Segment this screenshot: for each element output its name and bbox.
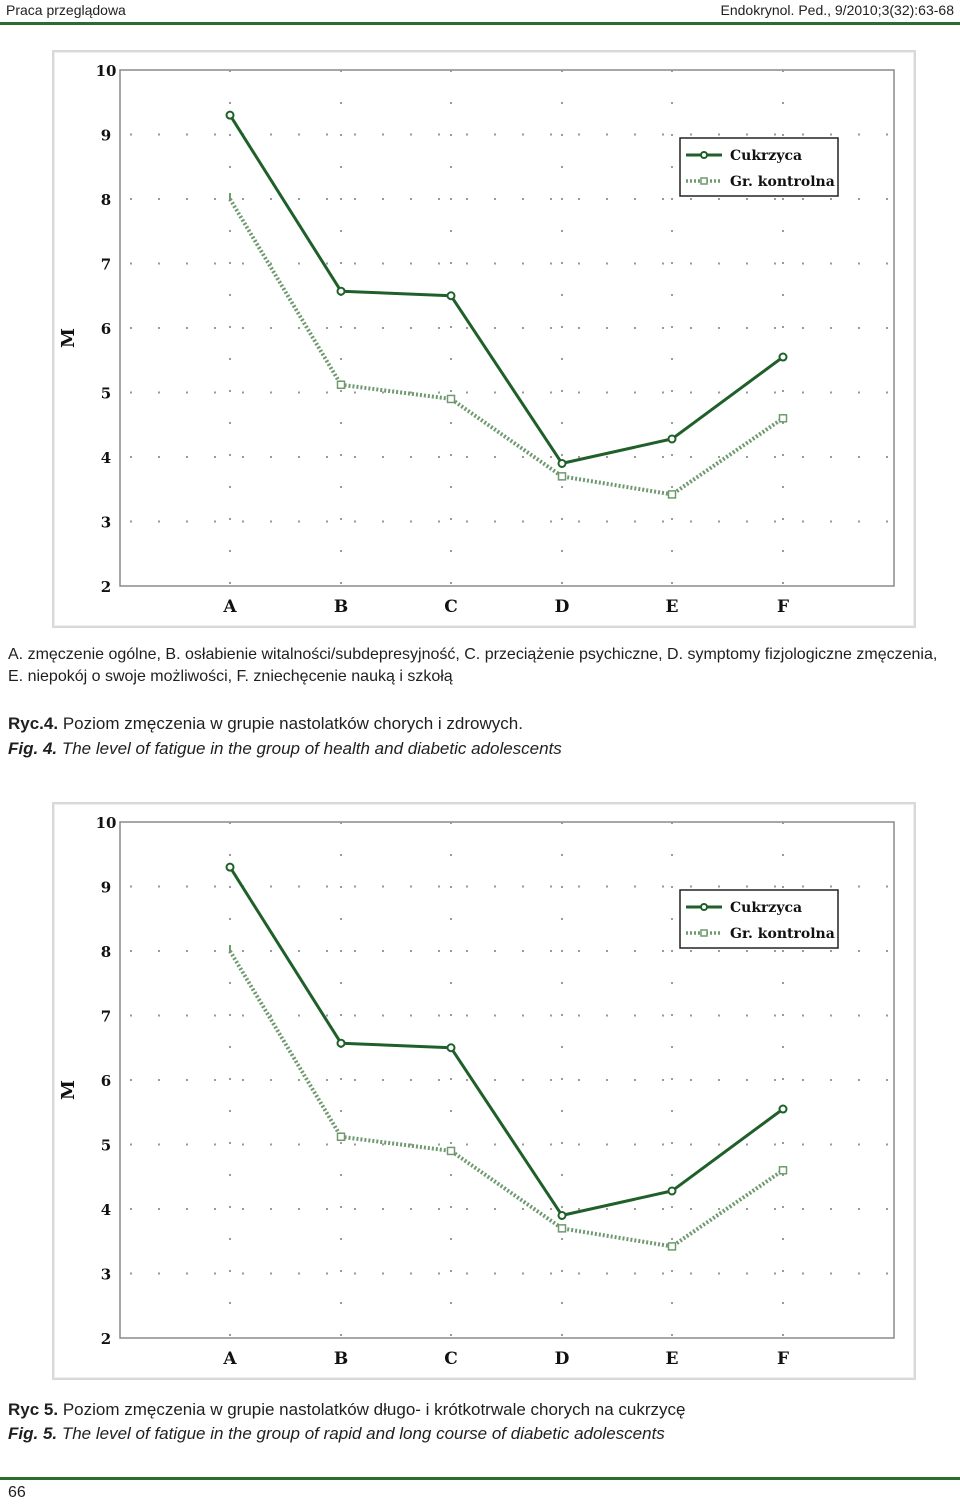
data-point-cukrzyca-D — [557, 1210, 567, 1220]
y-tick-label: 5 — [101, 385, 111, 403]
data-point-kontrolna-F — [778, 414, 788, 423]
legend-box — [679, 889, 839, 949]
y-axis-label: M — [58, 1080, 79, 1100]
legend-label-cukrzyca: Cukrzyca — [730, 148, 802, 164]
y-tick-label: 4 — [101, 1201, 111, 1219]
figure-4-label-en: Fig. 4. — [8, 739, 58, 758]
legend-box — [679, 137, 839, 197]
y-tick-label: 7 — [101, 1008, 111, 1026]
data-point-kontrolna-D — [557, 472, 567, 481]
data-point-cukrzyca-E — [667, 434, 677, 444]
y-tick-label: 9 — [101, 127, 111, 145]
x-tick-label-E: E — [666, 597, 679, 617]
data-point-kontrolna-E — [667, 490, 677, 499]
figure-4-legend-note-line-1: A. zmęczenie ogólne, B. osłabienie wital… — [8, 646, 938, 663]
y-tick-label: 6 — [101, 320, 111, 338]
series-line-kontrolna — [228, 197, 785, 497]
y-tick-label: 4 — [101, 449, 111, 467]
running-head-citation: Endokrynol. Ped., 9/2010;3(32):63-68 — [720, 2, 955, 18]
figure-5-caption-pl: Poziom zmęczenia w grupie nastolatków dł… — [58, 1400, 686, 1419]
y-tick-label: 5 — [101, 1137, 111, 1155]
figure-4-caption-pl: Poziom zmęczenia w grupie nastolatków ch… — [58, 714, 523, 733]
data-point-kontrolna-B — [336, 380, 346, 390]
x-tick-label-F: F — [777, 597, 789, 617]
x-tick-label-C: C — [444, 1349, 458, 1369]
running-head-section: Praca przeglądowa — [6, 2, 126, 18]
data-point-kontrolna-C — [446, 1146, 456, 1156]
chart-legend: Cukrzyca Gr. kontrolna — [679, 889, 839, 949]
y-tick-label: 7 — [101, 256, 111, 274]
data-point-cukrzyca-B — [336, 286, 346, 296]
data-point-cukrzyca-A — [225, 862, 235, 872]
legend-marker-kontrolna — [700, 929, 708, 937]
figure-4-title-en: Fig. 4. The level of fatigue in the grou… — [8, 738, 948, 760]
data-point-cukrzyca-D — [557, 458, 567, 468]
figure-4-label-pl: Ryc.4. — [8, 714, 59, 733]
y-axis-label: M — [58, 328, 79, 348]
page-number: 66 — [8, 1484, 26, 1501]
y-tick-label: 8 — [101, 943, 111, 961]
x-tick-label-F: F — [777, 1349, 789, 1369]
data-point-kontrolna-F — [778, 1166, 788, 1175]
figure-5-title-en: Fig. 5. The level of fatigue in the grou… — [8, 1423, 948, 1445]
y-tick-label: 8 — [101, 191, 111, 209]
data-point-cukrzyca-A — [225, 110, 235, 120]
series-line-cukrzyca — [228, 866, 784, 1217]
data-point-kontrolna-C — [446, 394, 456, 404]
data-point-kontrolna-D — [557, 1224, 567, 1233]
figure-5-chart-svg: 2 3 4 5 6 7 8 9 10 A B C D E F M Cukrzyca Gr. kontrolna — [58, 814, 895, 1369]
figure-5-chart: 2 3 4 5 6 7 8 9 10 A B C D E F M Cukrzyca Gr. kontrolna — [52, 802, 916, 1380]
y-tick-label: 2 — [101, 578, 111, 596]
figure-4-legend-note-line-2: E. niepokój o swoje możliwości, F. zniec… — [8, 668, 453, 685]
data-point-cukrzyca-C — [446, 1043, 456, 1053]
running-head: Praca przeglądowa Endokrynol. Ped., 9/20… — [0, 0, 960, 25]
figure-4-caption-en: The level of fatigue in the group of hea… — [57, 739, 562, 758]
data-point-cukrzyca-F — [778, 1104, 788, 1114]
figure-4-title-pl: Ryc.4. Poziom zmęczenia w grupie nastola… — [8, 713, 948, 735]
chart-legend: Cukrzyca Gr. kontrolna — [679, 137, 839, 197]
data-point-cukrzyca-C — [446, 291, 456, 301]
figure-5-label-en: Fig. 5. — [8, 1424, 58, 1443]
legend-label-kontrolna: Gr. kontrolna — [730, 926, 835, 942]
figure-4-chart-svg: 2 3 4 5 6 7 8 9 10 A B C D E F M Cukrzyca Gr. kontrolna — [58, 62, 895, 617]
data-point-cukrzyca-E — [667, 1186, 677, 1196]
x-tick-label-C: C — [444, 597, 458, 617]
figure-5-label-pl: Ryc 5. — [8, 1400, 59, 1419]
data-point-kontrolna-E — [667, 1242, 677, 1251]
footer-rule — [0, 1477, 960, 1480]
x-tick-label-B: B — [334, 597, 348, 617]
data-point-cukrzyca-B — [336, 1038, 346, 1048]
data-point-cukrzyca-F — [778, 352, 788, 362]
legend-marker-cukrzyca — [700, 903, 708, 911]
x-tick-label-D: D — [555, 1349, 570, 1369]
x-tick-label-E: E — [666, 1349, 679, 1369]
x-tick-label-A: A — [222, 1349, 237, 1369]
figure-4-chart: 2 3 4 5 6 7 8 9 10 A B C D E F M Cukrzyca Gr. kontrolna — [52, 50, 916, 628]
y-tick-label: 10 — [96, 62, 117, 80]
legend-label-cukrzyca: Cukrzyca — [730, 900, 802, 916]
legend-marker-kontrolna — [700, 177, 708, 185]
series-line-cukrzyca — [228, 114, 784, 465]
y-tick-label: 10 — [96, 814, 117, 832]
data-point-kontrolna-B — [336, 1132, 346, 1142]
legend-label-kontrolna: Gr. kontrolna — [730, 174, 835, 190]
y-tick-label: 2 — [101, 1330, 111, 1348]
x-tick-label-B: B — [334, 1349, 348, 1369]
y-tick-label: 3 — [101, 1266, 111, 1284]
x-tick-label-D: D — [555, 597, 570, 617]
x-tick-label-A: A — [222, 597, 237, 617]
legend-marker-cukrzyca — [700, 151, 708, 159]
y-tick-label: 3 — [101, 514, 111, 532]
figure-5-caption-en: The level of fatigue in the group of rap… — [57, 1424, 665, 1443]
figure-5-title-pl: Ryc 5. Poziom zmęczenia w grupie nastola… — [8, 1399, 948, 1421]
y-tick-label: 6 — [101, 1072, 111, 1090]
y-tick-label: 9 — [101, 879, 111, 897]
series-line-kontrolna — [228, 949, 785, 1249]
